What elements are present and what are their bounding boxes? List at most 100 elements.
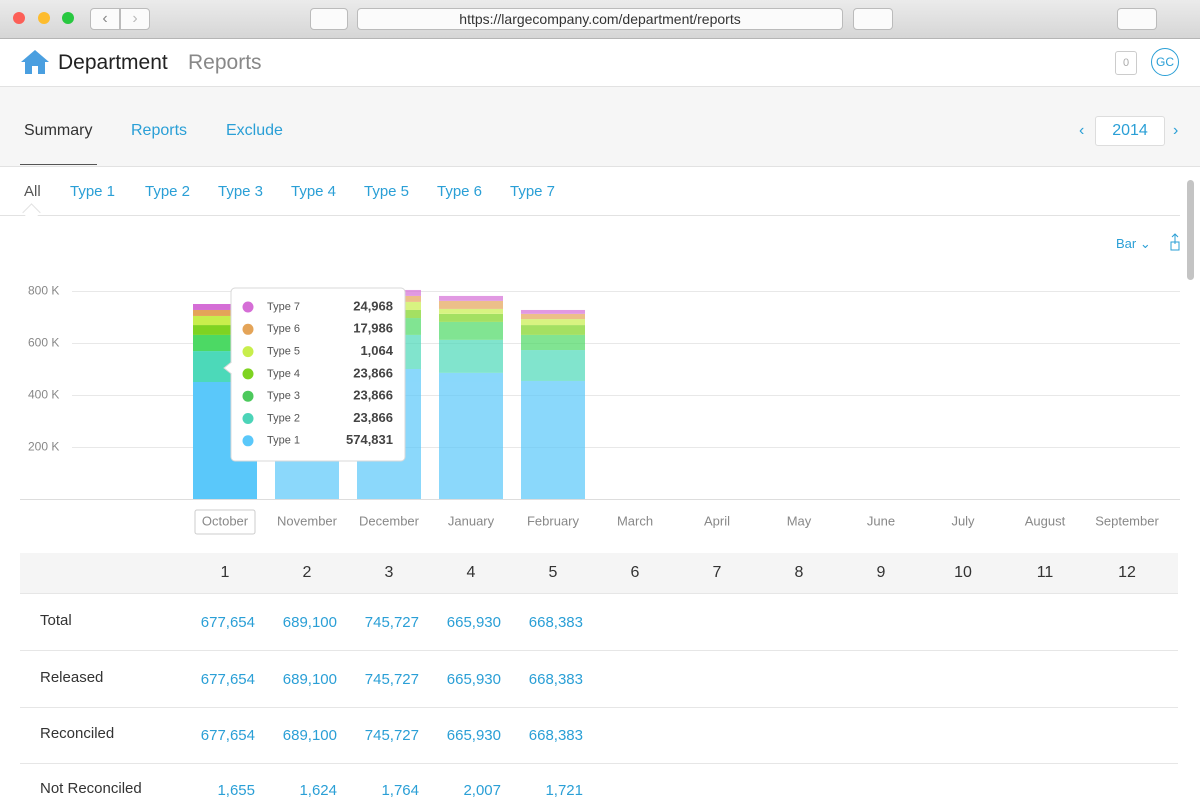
avatar[interactable]: GC xyxy=(1151,48,1179,76)
close[interactable] xyxy=(13,12,25,24)
filter-tab[interactable]: Type 1 xyxy=(70,183,116,200)
x-tick-label: January xyxy=(448,513,495,528)
nav-bar xyxy=(0,86,1200,167)
filter-tab[interactable]: Type 2 xyxy=(145,183,191,200)
table-header xyxy=(20,553,1178,594)
url-field[interactable]: https://largecompany.com/department/repo… xyxy=(357,8,843,30)
year-next[interactable]: › xyxy=(1173,122,1179,139)
nav-tab[interactable]: Reports xyxy=(131,122,188,139)
tooltip-name: Type 1 xyxy=(267,435,300,447)
scrollbar xyxy=(1187,180,1194,280)
cell-value[interactable]: 677,654 xyxy=(200,671,255,688)
year-prev[interactable]: ‹ xyxy=(1079,122,1085,139)
filter-tab[interactable]: Type 5 xyxy=(364,183,410,200)
tabs[interactable] xyxy=(1117,8,1157,30)
filter-tab[interactable]: Type 6 xyxy=(437,183,483,200)
bar-segment xyxy=(521,380,585,499)
share[interactable] xyxy=(853,8,893,30)
export-icon[interactable] xyxy=(1170,233,1180,251)
cell-value[interactable]: 689,100 xyxy=(282,614,337,631)
zoom[interactable] xyxy=(62,12,74,24)
column-header: 12 xyxy=(1118,564,1136,581)
cell-value[interactable]: 2,007 xyxy=(463,782,501,799)
back[interactable]: ‹ xyxy=(90,8,120,30)
row-divider xyxy=(20,763,1178,764)
column-header: 3 xyxy=(384,564,394,581)
cell-value[interactable]: 745,727 xyxy=(364,727,419,744)
filter-tab[interactable]: Type 7 xyxy=(510,183,556,200)
url: https://largecompany.com/department/repo… xyxy=(459,11,741,27)
year[interactable]: 2014 xyxy=(1095,116,1165,146)
cell-value[interactable]: 1,655 xyxy=(217,782,255,799)
tooltip-value: 1,064 xyxy=(360,343,393,358)
row-label: Reconciled xyxy=(40,725,115,742)
tooltip-value: 574,831 xyxy=(346,432,393,447)
cell-value[interactable]: 677,654 xyxy=(200,614,255,631)
bar-segment xyxy=(521,309,585,314)
column-header: 10 xyxy=(954,564,972,581)
chart-type: Bar xyxy=(1116,236,1137,251)
tooltip-dot xyxy=(242,413,254,424)
x-tick-label: April xyxy=(704,513,730,528)
bar-segment xyxy=(193,325,257,335)
forward[interactable]: › xyxy=(120,8,150,30)
x-tick-label: November xyxy=(277,513,338,528)
row-divider xyxy=(20,707,1178,708)
cell-value[interactable]: 689,100 xyxy=(282,671,337,688)
tooltip-value: 23,866 xyxy=(353,388,393,403)
tooltip-value: 17,986 xyxy=(353,321,393,336)
tooltip-name: Type 6 xyxy=(267,323,300,335)
nav-tab[interactable]: Exclude xyxy=(226,122,283,139)
chart: 200 K 400 K 600 K 800 K October November Decem… xyxy=(20,233,1180,535)
cell-value[interactable]: 745,727 xyxy=(364,614,419,631)
cell-value[interactable]: 1,624 xyxy=(299,782,337,799)
y-tick-label: 200 K xyxy=(28,440,59,454)
cell-value[interactable]: 745,727 xyxy=(364,671,419,688)
cell-value[interactable]: 668,383 xyxy=(528,614,583,631)
bar-stack xyxy=(439,295,503,499)
bar-stack xyxy=(521,309,585,499)
reader[interactable] xyxy=(310,8,348,30)
tooltip-name: Type 7 xyxy=(267,301,300,313)
row-label: Released xyxy=(40,669,104,686)
y-tick-label: 400 K xyxy=(28,388,59,402)
filter-tab[interactable]: Type 4 xyxy=(291,183,337,200)
tooltip-dot xyxy=(242,435,254,447)
home-icon[interactable] xyxy=(20,49,50,75)
bar-segment xyxy=(439,295,503,301)
badge[interactable]: 0 xyxy=(1115,51,1137,75)
cell-value[interactable]: 689,100 xyxy=(282,727,337,744)
bar-segment xyxy=(439,308,503,314)
bar-segment xyxy=(521,313,585,320)
chart-type-select[interactable]: Bar ⌄ xyxy=(1116,236,1151,251)
cell-value[interactable]: 665,930 xyxy=(446,671,501,688)
browser-chrome: ‹ › https://largecompany.com/department/… xyxy=(0,0,1200,39)
selected-category xyxy=(194,509,256,535)
bar-segment xyxy=(439,321,503,340)
cell-value[interactable]: 665,930 xyxy=(446,614,501,631)
column-header: 4 xyxy=(466,564,476,581)
column-header: 6 xyxy=(630,564,640,581)
minimize[interactable] xyxy=(38,12,50,24)
tooltip-dot xyxy=(242,301,254,313)
column-header: 11 xyxy=(1036,564,1054,581)
cell-value[interactable]: 1,764 xyxy=(381,782,419,799)
row-label: Not Reconciled xyxy=(40,780,142,797)
tooltip-name: Type 2 xyxy=(267,412,300,424)
bar-segment xyxy=(439,313,503,322)
x-tick-label: June xyxy=(867,513,895,528)
tooltip: Type 7 24,968 Type 6 17,986 Type 5 1,064 Type … xyxy=(223,287,406,462)
filter-tab[interactable]: All xyxy=(24,183,41,200)
tooltip-name: Type 3 xyxy=(267,390,300,402)
x-tick-label: October xyxy=(202,513,249,528)
nav-tab[interactable]: Summary xyxy=(24,122,93,139)
cell-value[interactable]: 668,383 xyxy=(528,727,583,744)
cell-value[interactable]: 668,383 xyxy=(528,671,583,688)
column-header: 7 xyxy=(712,564,722,581)
filter-tab[interactable]: Type 3 xyxy=(218,183,264,200)
cell-value[interactable]: 1,721 xyxy=(545,782,583,799)
cell-value[interactable]: 665,930 xyxy=(446,727,501,744)
cell-value[interactable]: 677,654 xyxy=(200,727,255,744)
x-tick-label: July xyxy=(951,513,975,528)
